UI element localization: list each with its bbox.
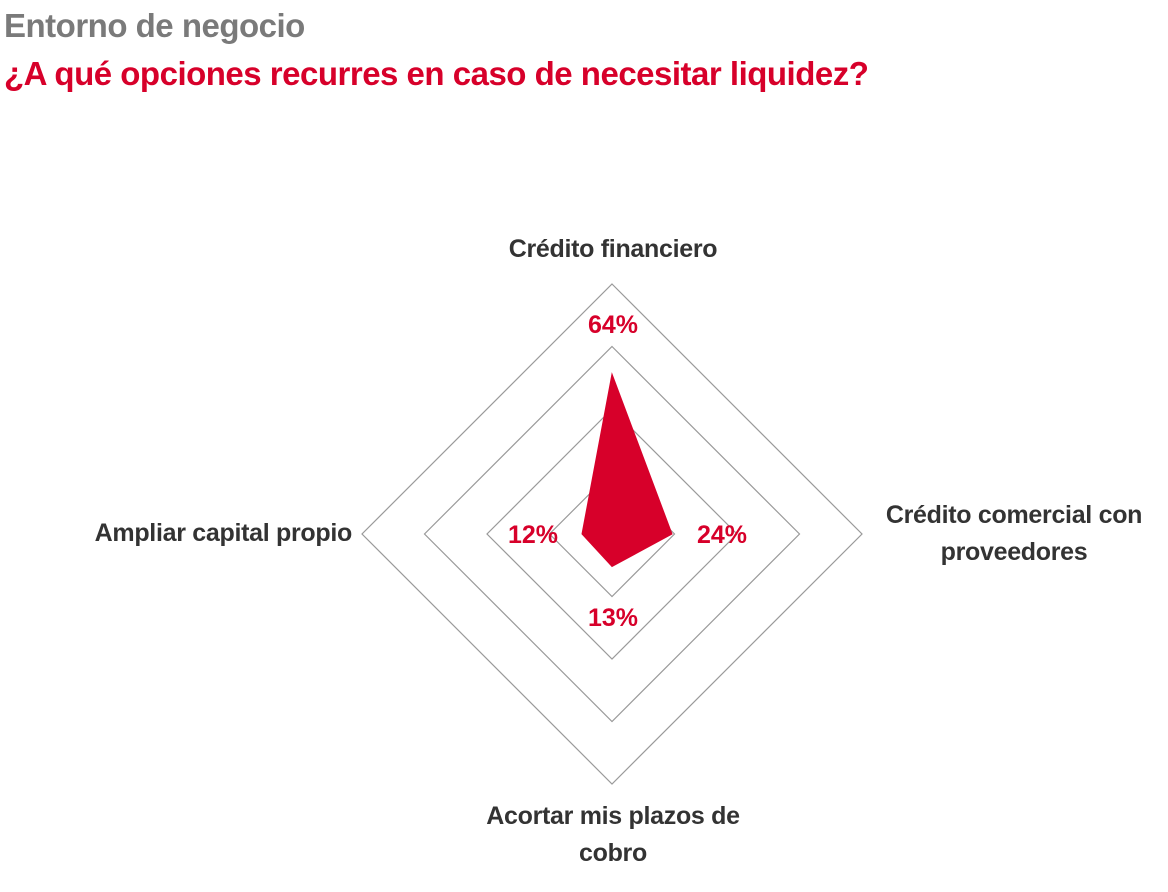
value-label-3: 13% — [588, 604, 638, 632]
section-title: Entorno de negocio — [4, 7, 305, 44]
grid-ring-3 — [423, 345, 801, 723]
value-labels: 64% 24% 13% 12% — [508, 311, 747, 632]
axis-label-2: Crédito comercial con proveedores — [886, 501, 1142, 566]
chart-question: ¿A qué opciones recurres en caso de nece… — [4, 55, 869, 92]
axis-labels: Crédito financiero Crédito comercial con p… — [95, 235, 1143, 867]
radar-series — [581, 372, 673, 568]
value-label-4: 12% — [508, 521, 558, 549]
axis-label-1: Crédito financiero — [509, 235, 718, 263]
value-label-2: 24% — [697, 521, 747, 549]
grid-ring-2 — [486, 408, 738, 660]
axis-label-3: Acortar mis plazos de cobro — [486, 802, 740, 867]
grid-ring-4 — [361, 283, 863, 785]
axis-label-4: Ampliar capital propio — [95, 519, 352, 547]
series-area — [581, 372, 673, 568]
value-label-1: 64% — [588, 311, 638, 339]
header: Entorno de negocio ¿A qué opciones recur… — [4, 4, 1154, 100]
